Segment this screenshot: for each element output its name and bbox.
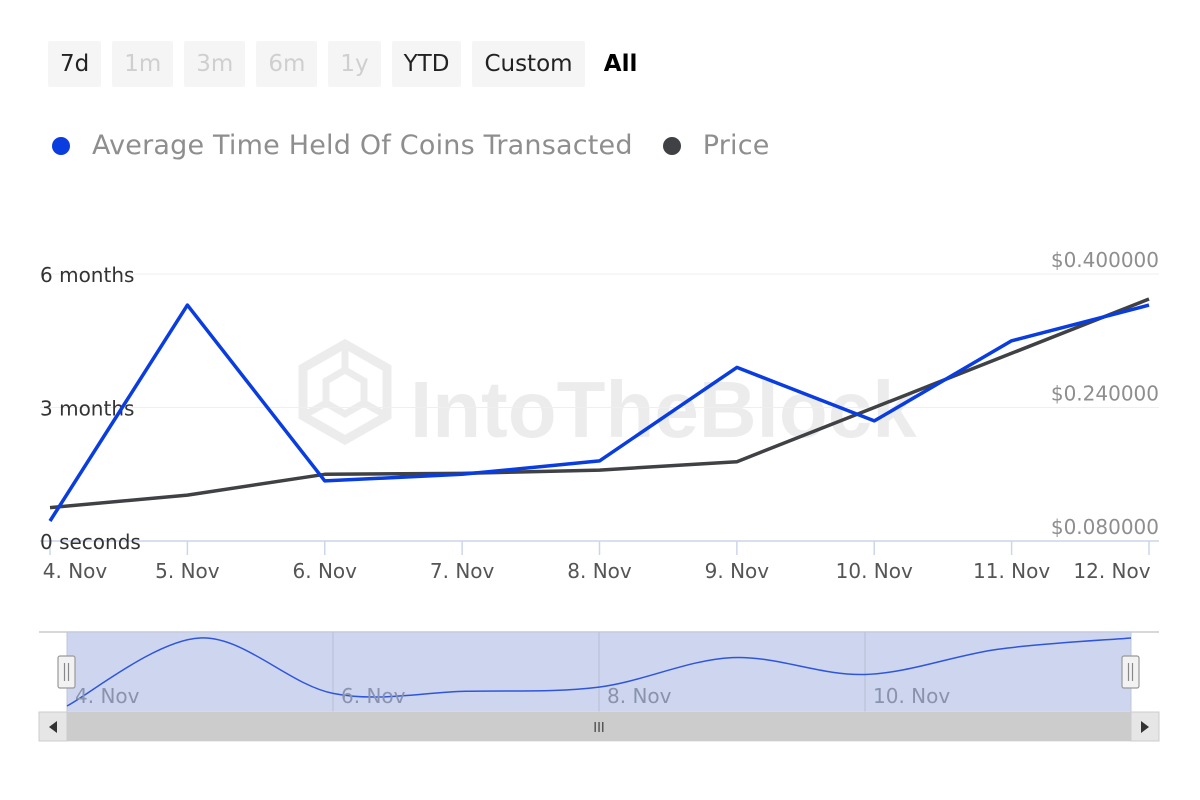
navigator: 4. Nov 6. Nov 8. Nov 10. Nov III — [38, 631, 1160, 742]
x-tick-label: 5. Nov — [155, 559, 220, 583]
scroll-left-arrow-icon[interactable] — [38, 711, 68, 742]
legend-label: Average Time Held Of Coins Transacted — [92, 130, 633, 161]
range-1m-button[interactable]: 1m — [112, 41, 174, 87]
legend: Average Time Held Of Coins Transacted Pr… — [52, 130, 770, 161]
navigator-left-handle[interactable] — [57, 655, 76, 689]
legend-item-avg-time-held[interactable]: Average Time Held Of Coins Transacted — [52, 130, 633, 161]
range-selector: 7d 1m 3m 6m 1y YTD Custom All — [48, 41, 646, 87]
navigator-series-line — [66, 637, 1132, 707]
series-line-avg-time-held[interactable] — [48, 303, 1150, 522]
range-all-button[interactable]: All — [595, 41, 646, 87]
navigator-tick-label: 10. Nov — [873, 684, 950, 708]
x-tick-label: 12. Nov — [1073, 559, 1150, 583]
y-left-tick-label: 3 months — [40, 397, 134, 421]
gridlines — [40, 273, 1159, 408]
range-7d-button[interactable]: 7d — [48, 41, 102, 87]
legend-item-price[interactable]: Price — [662, 130, 770, 161]
navigator-grid — [332, 632, 866, 712]
x-tick-label: 7. Nov — [430, 559, 495, 583]
x-tick-label: 6. Nov — [293, 559, 358, 583]
x-tick-label: 9. Nov — [705, 559, 770, 583]
x-axis: 4. Nov 5. Nov 6. Nov 7. Nov 8. Nov 9. Nov 10. … — [40, 540, 1159, 583]
navigator-ticks: 4. Nov 6. Nov 8. Nov 10. Nov — [75, 684, 950, 708]
watermark-logo-icon — [298, 338, 392, 446]
range-3m-button[interactable]: 3m — [184, 41, 246, 87]
y-right-tick-label: $0.240000 — [1051, 382, 1159, 406]
scrollbar-thumb[interactable] — [67, 712, 1131, 741]
series-lines — [48, 297, 1150, 522]
y-right-tick-label: $0.400000 — [1051, 248, 1159, 272]
navigator-right-handle[interactable] — [1121, 655, 1140, 689]
y-right-tick-label: $0.080000 — [1051, 515, 1159, 539]
series-line-price[interactable] — [49, 297, 1150, 510]
range-custom-button[interactable]: Custom — [472, 41, 585, 87]
legend-label: Price — [702, 130, 770, 161]
x-tick-label: 10. Nov — [836, 559, 913, 583]
watermark-text: IntoTheBlock — [410, 365, 917, 454]
watermark: IntoTheBlock — [298, 338, 917, 454]
x-tick-label: 11. Nov — [973, 559, 1050, 583]
range-1y-button[interactable]: 1y — [328, 41, 381, 87]
navigator-tick-label: 8. Nov — [607, 684, 672, 708]
x-tick-label: 4. Nov — [43, 559, 108, 583]
legend-dot-blue — [52, 136, 70, 155]
scroll-right-arrow-icon[interactable] — [1130, 711, 1160, 742]
range-6m-button[interactable]: 6m — [256, 41, 318, 87]
range-ytd-button[interactable]: YTD — [391, 41, 462, 87]
x-tick-label: 8. Nov — [567, 559, 632, 583]
y-axis-right: $0.080000 $0.240000 $0.400000 — [1051, 248, 1159, 539]
y-left-tick-label: 0 seconds — [40, 530, 141, 554]
navigator-tick-label: 6. Nov — [341, 684, 406, 708]
navigator-tick-label: 4. Nov — [75, 684, 140, 708]
y-axis-left: 0 seconds 3 months 6 months — [40, 263, 141, 554]
legend-dot-dark — [662, 136, 681, 155]
scrollbar-grip: III — [593, 721, 605, 736]
y-left-tick-label: 6 months — [40, 263, 134, 287]
